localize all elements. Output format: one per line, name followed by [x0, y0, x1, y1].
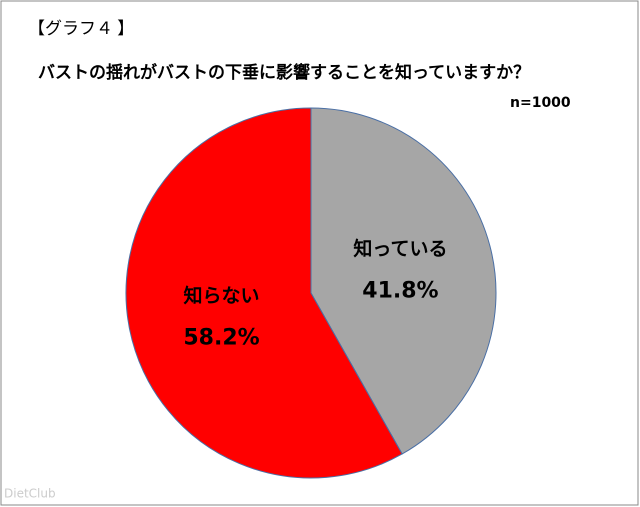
value-label: 58.2% — [183, 326, 259, 351]
annotation: n=1000 — [510, 95, 571, 111]
chart-subtitle: バストの揺れがバストの下垂に影響することを知っていますか？ — [38, 62, 530, 83]
watermark: DietClub — [4, 487, 56, 501]
chart-title: 【グラフ４ 】 — [28, 19, 134, 38]
pie-slice — [310, 107, 497, 455]
pie-slice — [125, 107, 403, 479]
slice-label: 知らない — [184, 284, 260, 307]
slice-label: 知っている — [353, 237, 447, 260]
value-label: 41.8% — [362, 278, 438, 303]
